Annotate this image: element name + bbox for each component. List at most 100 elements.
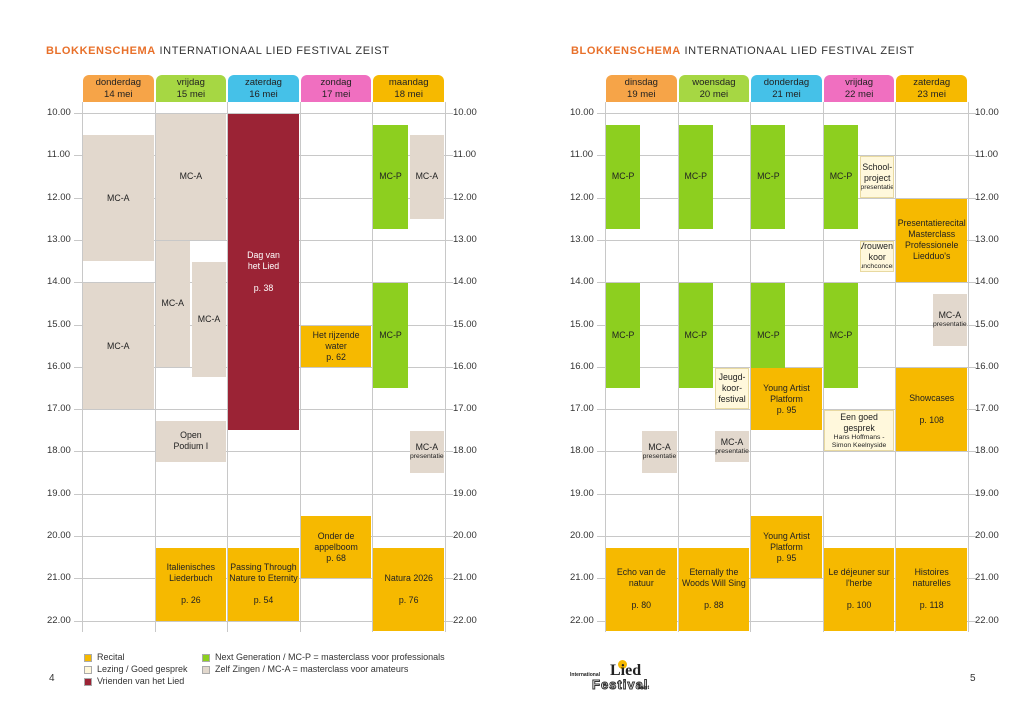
hour-line [74, 620, 453, 622]
time-label-left: 17.00 [47, 403, 71, 415]
event-text: Professionele [905, 240, 959, 251]
festival-logo: International Lied Festival zeist [570, 660, 650, 693]
event-text: Podium I [173, 441, 209, 452]
hour-line [597, 578, 976, 580]
day-header: donderdag 14 mei [83, 75, 154, 102]
time-label-left: 10.00 [47, 107, 71, 118]
column-line [677, 102, 679, 632]
time-label-left: 13.00 [570, 233, 594, 245]
time-label-right: 13.00 [453, 233, 477, 245]
column-line [750, 102, 752, 632]
event-block-nextgen: MC-P [823, 124, 859, 230]
event-block-zelf: MC-A presentatie [932, 293, 967, 346]
event-text: Nature to Eternity [229, 573, 298, 584]
event-text: natuur [628, 578, 654, 589]
event-text: Een goed gesprek [840, 411, 878, 433]
event-text: p. 100 [846, 600, 872, 611]
event-block-recital: Echo van de natuur p. 80 [606, 547, 677, 632]
column-line [82, 102, 83, 632]
day-header: donderdag 21 mei [751, 75, 822, 102]
event-text: Het rijzende water [312, 329, 360, 351]
time-label-left: 21.00 [47, 572, 71, 584]
time-label-right: 21.00 [453, 572, 477, 584]
event-text: MC-A [720, 437, 744, 448]
time-label-right: 22.00 [975, 614, 999, 626]
event-block-zelf: MC-A presentatie [714, 431, 750, 462]
event-text: Passing Through [230, 562, 297, 573]
time-label-right: 17.00 [453, 403, 477, 415]
event-text: MC-P [611, 171, 635, 182]
time-label-right: 15.00 [453, 318, 477, 330]
time-label-left: 14.00 [47, 276, 71, 288]
event-subtext: presentatie [410, 453, 444, 461]
event-block-zelf: MC-A [83, 135, 154, 262]
legend-item-nextgen: Next Generation / MC-P = masterclass voo… [202, 652, 445, 662]
event-text: naturelles [912, 578, 951, 589]
time-label-right: 22.00 [453, 614, 477, 626]
time-label-right: 12.00 [453, 191, 477, 203]
event-text: koor [868, 252, 886, 263]
event-text: School- [862, 161, 893, 172]
logo-mark-icon [618, 660, 627, 669]
hour-line [597, 155, 976, 157]
day-name: donderdag [763, 77, 810, 88]
event-block-nextgen: MC-P [606, 124, 641, 230]
event-block-zelf: Open Podium I [155, 420, 227, 462]
event-block-lezing: Jeugd-koor-festival [714, 367, 750, 410]
day-date: 15 mei [176, 89, 206, 100]
event-block-recital: Eternally the Woods Will Sing p. 88 [678, 547, 750, 632]
column-line [227, 102, 229, 632]
hour-line [597, 197, 976, 199]
time-label-right: 13.00 [975, 233, 999, 245]
time-label-left: 14.00 [570, 276, 594, 288]
time-label-right: 12.00 [975, 191, 999, 203]
event-text: MC-A [197, 314, 221, 325]
day-name: donderdag [95, 77, 142, 88]
event-text: MC-P [684, 330, 707, 341]
column-line [299, 102, 301, 632]
event-text: project [864, 172, 891, 183]
day-header: vrijdag 15 mei [155, 75, 227, 102]
event-text: Echo van de [616, 567, 666, 578]
page-number-right: 5 [970, 673, 976, 684]
event-block-zelf: MC-A [409, 135, 444, 219]
time-label-left: 11.00 [47, 149, 71, 161]
event-block-nextgen: MC-P [678, 124, 713, 230]
event-block-zelf: MC-A presentatie [642, 431, 677, 473]
day-date: 20 mei [699, 89, 729, 100]
page-number-left: 4 [49, 673, 55, 684]
time-label-left: 20.00 [570, 530, 594, 541]
time-label-left: 21.00 [570, 572, 594, 584]
day-name: vrijdag [845, 77, 874, 88]
day-name: woensdag [692, 77, 736, 88]
hour-line [74, 451, 453, 453]
event-subtext: presentatie [860, 183, 895, 191]
day-name: maandag [388, 77, 429, 88]
hour-line [597, 239, 976, 241]
event-block-zelf: MC-A [155, 114, 227, 240]
event-text: Onder de [317, 530, 355, 541]
hour-line [597, 282, 976, 284]
time-label-right: 19.00 [453, 487, 477, 499]
event-text: Masterclass [908, 229, 956, 240]
time-label-right: 16.00 [453, 360, 477, 372]
time-label-right: 18.00 [975, 445, 999, 457]
event-text: Woods Will Sing [681, 578, 746, 589]
time-label-left: 18.00 [570, 445, 594, 457]
title-bold: BLOKKENSCHEMA [46, 45, 156, 57]
event-subtext: lunchconcert [860, 263, 893, 271]
event-text: Liederbuch [169, 573, 213, 584]
event-text [407, 584, 409, 595]
event-block-recital: Italienisches Liederbuch p. 26 [155, 547, 227, 621]
event-block-zelf: MC-A presentatie [409, 431, 444, 473]
time-label-left: 12.00 [47, 191, 71, 203]
time-label-right: 20.00 [453, 530, 477, 541]
event-text: l'herbe [846, 578, 873, 589]
event-block-nextgen: MC-P [823, 283, 859, 388]
event-text: Dag van [247, 250, 280, 261]
event-text: MC-P [757, 330, 780, 341]
hour-line [597, 493, 976, 495]
hour-line [74, 113, 453, 114]
time-label-left: 17.00 [570, 403, 594, 415]
time-label-left: 16.00 [570, 360, 594, 372]
